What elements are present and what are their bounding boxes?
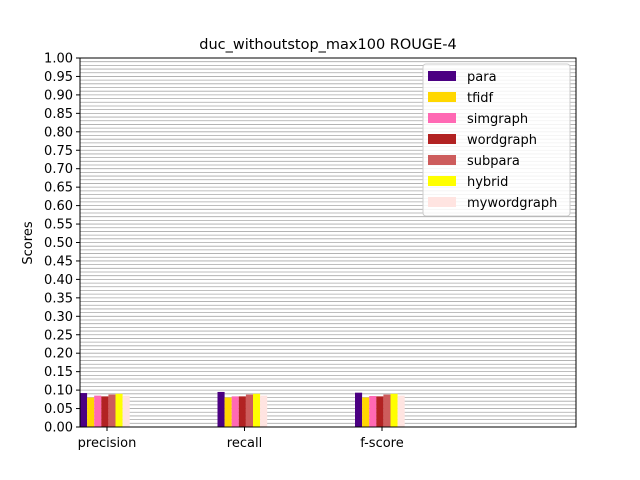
y-tick-label: 0.15 xyxy=(44,365,73,380)
y-ticks: 0.00 0.05 0.10 0.15 0.20 0.25 0.30 0.35 0.40 0.45… xyxy=(44,52,80,436)
y-tick-label: 0.70 xyxy=(44,162,73,177)
y-tick-label: 0.80 xyxy=(44,125,73,140)
y-tick-label: 0.55 xyxy=(44,218,73,233)
bar-mywordgraph-recall xyxy=(260,395,268,427)
legend-swatch-tfidf xyxy=(428,92,456,102)
legend-label-para: para xyxy=(467,70,497,85)
bar-tfidf-precision xyxy=(87,397,95,427)
y-axis-label: Scores xyxy=(21,221,36,264)
bar-hybrid-recall xyxy=(253,393,261,427)
bar-subpara-recall xyxy=(245,394,253,427)
legend-label-subpara: subpara xyxy=(467,154,520,169)
y-tick-label: 0.60 xyxy=(44,199,73,214)
bar-tfidf-recall xyxy=(224,397,232,427)
bar-para-recall xyxy=(217,391,225,427)
bar-wordgraph-recall xyxy=(238,396,246,427)
bar-simgraph-recall xyxy=(231,396,239,427)
bar-tfidf-f-score xyxy=(362,397,370,427)
bar-hybrid-precision xyxy=(115,393,123,427)
y-tick-label: 0.45 xyxy=(44,254,73,269)
legend-label-mywordgraph: mywordgraph xyxy=(467,196,557,211)
y-tick-label: 0.40 xyxy=(44,273,73,288)
legend-swatch-mywordgraph xyxy=(428,197,456,207)
bar-para-f-score xyxy=(355,392,363,427)
bar-mywordgraph-precision xyxy=(122,395,130,427)
y-tick-label: 0.50 xyxy=(44,236,73,251)
y-tick-label: 0.75 xyxy=(44,144,73,159)
bar-simgraph-f-score xyxy=(369,396,377,427)
y-tick-label: 0.85 xyxy=(44,107,73,122)
grid-lines xyxy=(80,61,576,424)
bar-wordgraph-f-score xyxy=(376,396,384,427)
x-ticks: precision recall f-score xyxy=(78,427,404,451)
y-tick-label: 0.90 xyxy=(44,88,73,103)
bar-simgraph-precision xyxy=(94,395,102,427)
bar-para-precision xyxy=(80,393,88,427)
y-tick-label: 0.35 xyxy=(44,291,73,306)
legend-label-simgraph: simgraph xyxy=(467,112,528,127)
y-tick-label: 0.20 xyxy=(44,347,73,362)
bar-hybrid-f-score xyxy=(390,393,398,427)
legend-swatch-simgraph xyxy=(428,113,456,123)
y-tick-label: 0.00 xyxy=(44,421,73,436)
bars xyxy=(80,391,405,427)
legend-swatch-wordgraph xyxy=(428,134,456,144)
legend-swatch-hybrid xyxy=(428,176,456,186)
bar-wordgraph-precision xyxy=(101,396,109,427)
y-tick-label: 0.95 xyxy=(44,70,73,85)
chart-title: duc_withoutstop_max100 ROUGE-4 xyxy=(199,37,457,53)
x-tick-label: f-score xyxy=(360,436,404,451)
legend-label-wordgraph: wordgraph xyxy=(467,133,537,148)
legend-label-hybrid: hybrid xyxy=(467,175,508,190)
legend-swatch-para xyxy=(428,71,456,81)
x-tick-label: recall xyxy=(227,436,262,451)
x-tick-label: precision xyxy=(78,436,137,451)
bar-subpara-precision xyxy=(108,394,116,427)
legend-swatch-subpara xyxy=(428,155,456,165)
bar-subpara-f-score xyxy=(383,394,391,427)
y-tick-label: 0.05 xyxy=(44,402,73,417)
legend-box xyxy=(422,63,571,217)
y-tick-label: 0.65 xyxy=(44,181,73,196)
bar-mywordgraph-f-score xyxy=(397,395,405,427)
y-tick-label: 0.25 xyxy=(44,328,73,343)
legend-label-tfidf: tfidf xyxy=(467,91,494,106)
y-tick-label: 0.30 xyxy=(44,310,73,325)
y-tick-label: 1.00 xyxy=(44,52,73,67)
y-tick-label: 0.10 xyxy=(44,384,73,399)
legend: para tfidf simgraph wordgraph subpara hybrid m… xyxy=(422,63,571,217)
